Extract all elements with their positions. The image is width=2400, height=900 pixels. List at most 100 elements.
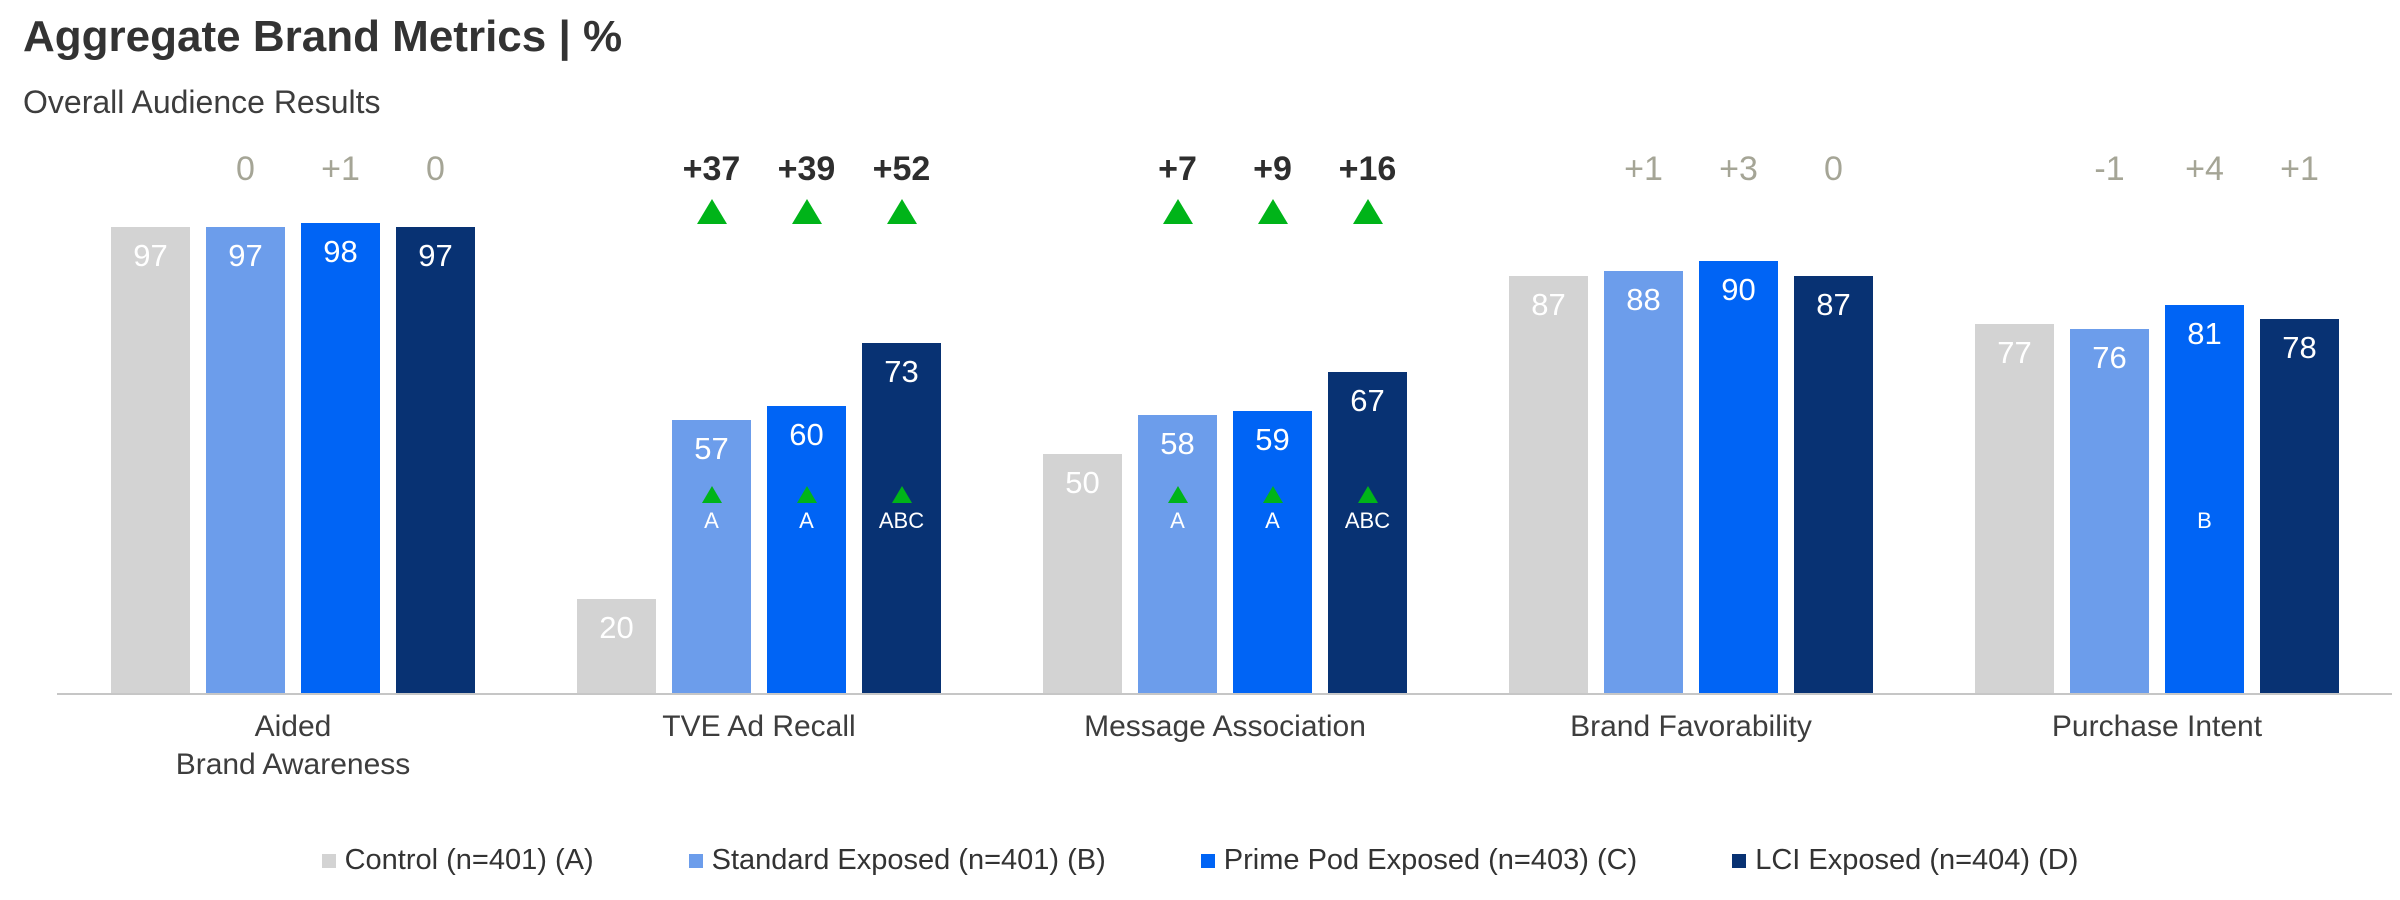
delta-row: +7 +9 +16 xyxy=(1043,152,1407,224)
page-subtitle: Overall Audience Results xyxy=(23,84,381,120)
bar-value-label: 87 xyxy=(1816,287,1851,322)
legend-label: LCI Exposed (n=404) (D) xyxy=(1755,844,2079,876)
bar-value-label: 78 xyxy=(2282,330,2317,365)
significance-marker: ABC xyxy=(862,486,941,532)
legend-item-control-n-401-a: Control (n=401) (A) xyxy=(321,846,594,875)
category-label: Purchase Intent xyxy=(2051,710,2263,743)
legend-item-lci-exposed-n-404-d: LCI Exposed (n=404) (D) xyxy=(1732,846,2078,875)
bar-value-label: 81 xyxy=(2187,316,2222,351)
delta-cell: 0 xyxy=(1794,152,1873,186)
significance-marker: A xyxy=(672,486,751,532)
chart-legend: Control (n=401) (A) Standard Exposed (n=4… xyxy=(0,846,2400,875)
significance-up-triangle-icon xyxy=(1167,486,1188,503)
category-label: Brand Favorability xyxy=(1570,710,1812,743)
delta-label: -1 xyxy=(2094,150,2125,188)
delta-cell: +3 xyxy=(1699,152,1778,186)
category-label: Message Association xyxy=(1084,710,1366,743)
significance-up-triangle-icon xyxy=(1352,199,1383,224)
delta-label: +1 xyxy=(321,150,360,188)
legend-swatch xyxy=(321,853,336,868)
bar-value-label: 97 xyxy=(418,238,453,273)
bar-chart: 0 +1 0 97 97 98 97 Aided Brand Awareness +37 +39 +… xyxy=(111,90,2339,781)
bar-prime_pod_exposed-message-association: 59 A xyxy=(1233,411,1312,695)
significance-letter: A xyxy=(799,508,814,533)
significance-up-triangle-icon xyxy=(1162,199,1193,224)
significance-up-triangle-icon xyxy=(1357,486,1378,503)
page-title: Aggregate Brand Metrics | % xyxy=(23,12,623,61)
category-label: Aided Brand Awareness xyxy=(175,710,411,781)
delta-cell xyxy=(1975,152,2054,186)
significance-up-triangle-icon xyxy=(891,486,912,503)
bar-value-label: 59 xyxy=(1255,422,1290,457)
bar-value-label: 20 xyxy=(599,610,634,645)
delta-cell: +52 xyxy=(862,152,941,224)
delta-label: +9 xyxy=(1253,150,1292,188)
category-group-tve-ad-recall: +37 +39 +52 20 57 A 60 A 73 ABC TVE Ad Recall xyxy=(577,90,941,743)
bar-prime_pod_exposed-brand-favorability: 90 xyxy=(1699,261,1778,695)
bar-control-brand-favorability: 87 xyxy=(1509,276,1588,695)
bar-value-label: 58 xyxy=(1160,426,1195,461)
bar-value-label: 77 xyxy=(1997,335,2032,370)
delta-label: +3 xyxy=(1719,150,1758,188)
bar-standard_exposed-tve-ad-recall: 57 A xyxy=(672,420,751,695)
significance-up-triangle-icon xyxy=(796,486,817,503)
significance-letter: A xyxy=(1170,508,1185,533)
delta-label: +4 xyxy=(2185,150,2224,188)
significance-marker: ABC xyxy=(1328,486,1407,532)
delta-cell xyxy=(1043,152,1122,224)
bar-prime_pod_exposed-purchase-intent: 81 B xyxy=(2165,305,2244,695)
legend-item-standard-exposed-n-401-b: Standard Exposed (n=401) (B) xyxy=(688,846,1106,875)
delta-cell: +39 xyxy=(767,152,846,224)
category-group-aided-brand-awareness: 0 +1 0 97 97 98 97 Aided Brand Awareness xyxy=(111,90,475,781)
delta-cell: +37 xyxy=(672,152,751,224)
delta-row: +1 +3 0 xyxy=(1509,152,1873,186)
bar-value-label: 60 xyxy=(789,417,824,452)
bar-row: 77 76 81 B 78 xyxy=(1975,305,2339,695)
bar-standard_exposed-brand-favorability: 88 xyxy=(1604,271,1683,695)
delta-cell: +16 xyxy=(1328,152,1407,224)
significance-marker: B xyxy=(2165,510,2244,532)
bar-standard_exposed-aided-brand-awareness: 97 xyxy=(206,227,285,695)
delta-cell: +4 xyxy=(2165,152,2244,186)
category-group-brand-favorability: +1 +3 0 87 88 90 87 Brand Favorability xyxy=(1509,90,1873,743)
delta-label: 0 xyxy=(426,150,445,188)
category-group-purchase-intent: -1 +4 +1 77 76 81 B 78 Purchase Intent xyxy=(1975,90,2339,743)
bar-lci_exposed-brand-favorability: 87 xyxy=(1794,276,1873,695)
delta-label: +52 xyxy=(872,150,931,188)
delta-cell: +1 xyxy=(2260,152,2339,186)
legend-swatch xyxy=(1732,853,1747,868)
bar-value-label: 73 xyxy=(884,354,919,389)
bar-value-label: 97 xyxy=(133,238,168,273)
bar-prime_pod_exposed-tve-ad-recall: 60 A xyxy=(767,406,846,695)
delta-cell: 0 xyxy=(396,152,475,186)
significance-letter: ABC xyxy=(1344,508,1391,533)
bar-value-label: 97 xyxy=(228,238,263,273)
significance-letter: A xyxy=(1265,508,1280,533)
bar-value-label: 87 xyxy=(1531,287,1566,322)
delta-row: +37 +39 +52 xyxy=(577,152,941,224)
delta-cell: +7 xyxy=(1138,152,1217,224)
delta-label: +37 xyxy=(682,150,741,188)
significance-marker: A xyxy=(767,486,846,532)
significance-marker: A xyxy=(1138,486,1217,532)
delta-label: 0 xyxy=(1824,150,1843,188)
legend-swatch xyxy=(1200,853,1215,868)
bar-value-label: 50 xyxy=(1065,465,1100,500)
delta-label: 0 xyxy=(236,150,255,188)
bar-control-aided-brand-awareness: 97 xyxy=(111,227,190,695)
bar-lci_exposed-message-association: 67 ABC xyxy=(1328,372,1407,695)
legend-label: Prime Pod Exposed (n=403) (C) xyxy=(1223,844,1638,876)
bar-lci_exposed-tve-ad-recall: 73 ABC xyxy=(862,343,941,695)
bar-standard_exposed-message-association: 58 A xyxy=(1138,415,1217,695)
category-label: TVE Ad Recall xyxy=(662,710,856,743)
delta-cell xyxy=(577,152,656,224)
significance-letter: ABC xyxy=(878,508,925,533)
bar-control-message-association: 50 xyxy=(1043,454,1122,695)
bar-row: 87 88 90 87 xyxy=(1509,261,1873,695)
bar-value-label: 90 xyxy=(1721,272,1756,307)
bar-row: 20 57 A 60 A 73 ABC xyxy=(577,343,941,695)
bar-lci_exposed-aided-brand-awareness: 97 xyxy=(396,227,475,695)
delta-label: +1 xyxy=(2280,150,2319,188)
delta-cell: +1 xyxy=(1604,152,1683,186)
